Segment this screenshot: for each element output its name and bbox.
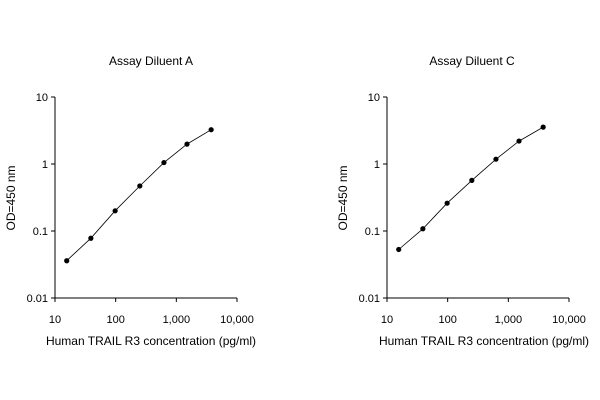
x-axis-label: Human TRAIL R3 concentration (pg/ml)	[379, 334, 589, 348]
data-point	[516, 138, 522, 144]
x-tick-label: 100	[106, 314, 124, 326]
x-tick-label: 10,000	[552, 314, 586, 326]
x-tick-label: 10	[49, 314, 61, 326]
chart-title: Assay Diluent A	[109, 54, 193, 68]
y-axis-label: OD=450 nm	[336, 165, 350, 230]
x-tick-label: 1,000	[495, 314, 523, 326]
y-tick-label: 0.01	[27, 293, 48, 305]
x-axis-label: Human TRAIL R3 concentration (pg/ml)	[46, 334, 256, 348]
y-axis-label: OD=450 nm	[4, 165, 18, 230]
series-line	[398, 126, 544, 250]
x-tick-label: 10,000	[220, 314, 254, 326]
y-tick-label: 10	[368, 92, 380, 104]
data-point	[208, 127, 214, 133]
y-tick-label: 0.01	[359, 293, 380, 305]
chart-assay-diluent-c: Assay Diluent C OD=450 nm Human TRAIL R3…	[336, 54, 589, 348]
data-point	[396, 246, 402, 253]
x-tick-label: 10	[381, 314, 393, 326]
x-tick-label: 1,000	[163, 314, 191, 326]
data-point	[161, 159, 167, 166]
data-point	[420, 226, 426, 232]
data-point	[493, 156, 499, 162]
chart-title: Assay Diluent C	[429, 54, 515, 68]
data-point	[444, 200, 450, 206]
y-tick-label: 1	[42, 159, 48, 171]
data-point	[64, 258, 70, 264]
series-line	[66, 129, 212, 261]
data-point	[469, 177, 475, 183]
y-tick-label: 10	[36, 92, 48, 104]
data-point	[112, 208, 118, 214]
y-tick-label: 1	[374, 159, 380, 171]
y-tick-label: 0.1	[33, 226, 48, 238]
data-point	[540, 124, 546, 130]
chart-assay-diluent-a: Assay Diluent A OD=450 nm Human TRAIL R3…	[4, 54, 256, 348]
data-point	[184, 141, 190, 147]
x-tick-label: 100	[438, 314, 456, 326]
data-point	[88, 235, 94, 241]
y-tick-label: 0.1	[365, 226, 380, 238]
data-point	[137, 183, 143, 189]
